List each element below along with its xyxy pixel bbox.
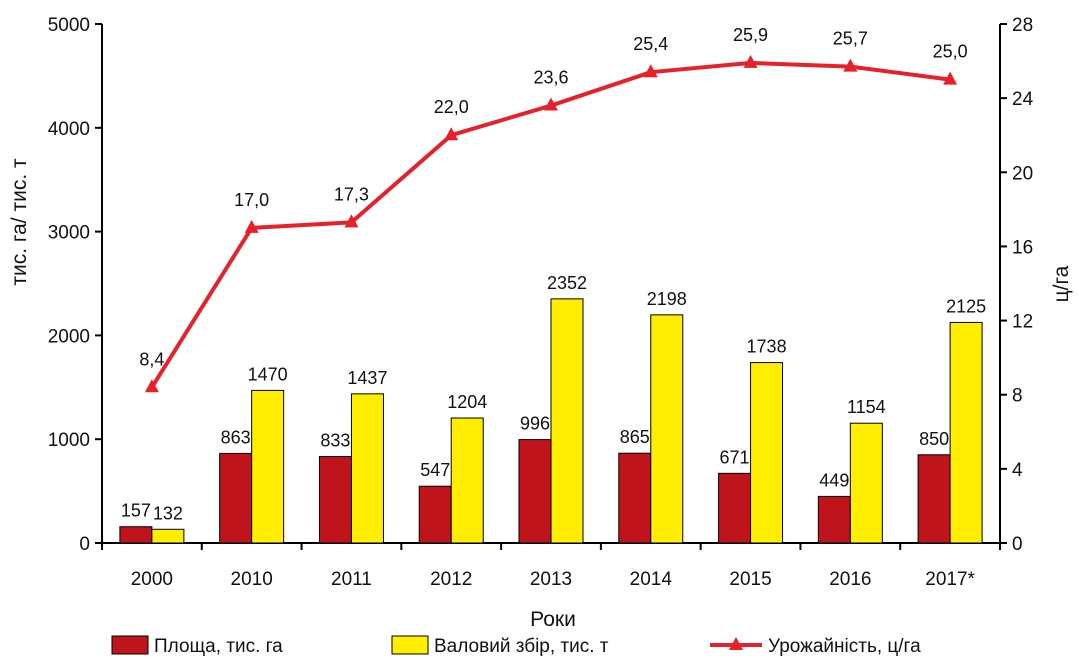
- bar: [949, 321, 983, 544]
- line-point: [544, 97, 558, 111]
- bar: [151, 528, 185, 544]
- bar: [618, 452, 652, 544]
- bar: [350, 393, 384, 544]
- y2-tick-label: 20: [1012, 163, 1033, 184]
- bar-value-label: 1437: [347, 368, 387, 388]
- bar-value-label: 132: [153, 503, 183, 523]
- line-value-label: 17,0: [234, 190, 269, 210]
- x-axis-title: Роки: [530, 608, 576, 631]
- y2-tick-label: 4: [1012, 460, 1023, 481]
- bar-value-label: 996: [520, 414, 550, 434]
- line-point: [843, 58, 858, 72]
- bar-value-label: 850: [919, 429, 949, 449]
- bar-value-label: 1470: [248, 364, 288, 384]
- line-value-label: 22,0: [434, 97, 469, 117]
- bar-value-label: 2198: [647, 289, 687, 309]
- line-point: [444, 127, 459, 141]
- legend-label-harvest: Валовий збір, тис. т: [434, 636, 609, 657]
- bar-value-label: 1204: [447, 392, 487, 412]
- x-tick-label: 2013: [530, 569, 572, 590]
- bar: [750, 362, 784, 544]
- y-tick-label: 1000: [48, 430, 90, 451]
- bar-value-label: 1738: [747, 337, 787, 357]
- x-tick-label: 2016: [829, 569, 871, 590]
- bar: [917, 454, 951, 544]
- bar: [718, 472, 752, 544]
- y-tick-label: 4000: [48, 119, 90, 140]
- bar: [817, 495, 851, 544]
- bar-value-label: 157: [121, 501, 151, 521]
- x-tick-label: 2014: [630, 569, 673, 590]
- line-point: [643, 64, 658, 78]
- bar-value-label: 547: [420, 460, 450, 480]
- legend-label-area: Площа, тис. га: [154, 636, 283, 657]
- line-point: [144, 379, 159, 393]
- bar: [450, 417, 484, 544]
- line-value-label: 25,4: [633, 34, 668, 54]
- y-tick-label: 3000: [48, 223, 90, 244]
- bars: [119, 298, 983, 544]
- x-tick-label: 2017*: [925, 569, 975, 590]
- bar: [650, 314, 684, 544]
- bar: [418, 485, 452, 544]
- bar: [550, 298, 584, 544]
- y-tick-label: 2000: [48, 326, 90, 347]
- y2-tick-label: 16: [1012, 237, 1033, 258]
- legend: Площа, тис. га Валовий збір, тис. т Урожай…: [111, 635, 921, 657]
- x-tick-label: 2011: [331, 569, 372, 590]
- line-series: [144, 54, 958, 393]
- y2-tick-label: 28: [1012, 15, 1033, 36]
- bar: [318, 456, 352, 544]
- line-point: [344, 214, 359, 228]
- line-point: [943, 71, 958, 85]
- bar: [119, 526, 153, 544]
- legend-label-yield: Урожайність, ц/га: [768, 636, 921, 657]
- line-point: [244, 219, 259, 233]
- legend-swatch-harvest: [391, 635, 429, 655]
- x-tick-label: 2000: [131, 569, 173, 590]
- bar-value-label: 671: [720, 447, 750, 467]
- x-tick-label: 2012: [430, 569, 472, 590]
- line-value-label: 25,0: [933, 42, 968, 62]
- bar: [849, 422, 883, 544]
- y-tick-label: 0: [79, 534, 90, 555]
- legend-swatch-area: [111, 635, 149, 655]
- line-value-label: 25,9: [733, 25, 768, 45]
- y2-tick-label: 0: [1012, 534, 1023, 555]
- bar-value-label: 449: [819, 470, 849, 490]
- bar: [219, 452, 253, 544]
- bar-value-label: 2125: [946, 296, 986, 316]
- bar: [251, 389, 285, 544]
- y2-tick-label: 8: [1012, 386, 1023, 407]
- y2-tick-label: 12: [1012, 312, 1033, 333]
- line-point: [743, 54, 758, 68]
- x-tick-label: 2010: [231, 569, 273, 590]
- data-labels: 157 863 833 547 996 865 671 449 850 132 1470 1437 12…: [121, 25, 986, 523]
- bar-value-label: 2352: [547, 273, 587, 293]
- bar: [518, 439, 552, 544]
- legend-marker-yield: [729, 637, 743, 650]
- y2-axis-title: ц/га: [1050, 265, 1073, 302]
- line-value-label: 25,7: [833, 29, 868, 49]
- bar-value-label: 863: [221, 427, 251, 447]
- y-axis-title: тис. га/ тис. т: [8, 158, 31, 286]
- bar-value-label: 833: [320, 431, 350, 451]
- line-value-label: 8,4: [139, 349, 164, 369]
- bar-value-label: 1154: [847, 397, 886, 417]
- y2-tick-label: 24: [1012, 89, 1034, 110]
- x-tick-label: 2015: [729, 569, 771, 590]
- bar-value-label: 865: [620, 427, 650, 447]
- y-tick-label: 5000: [48, 15, 90, 36]
- line-value-label: 23,6: [533, 68, 568, 88]
- line-value-label: 17,3: [334, 184, 369, 204]
